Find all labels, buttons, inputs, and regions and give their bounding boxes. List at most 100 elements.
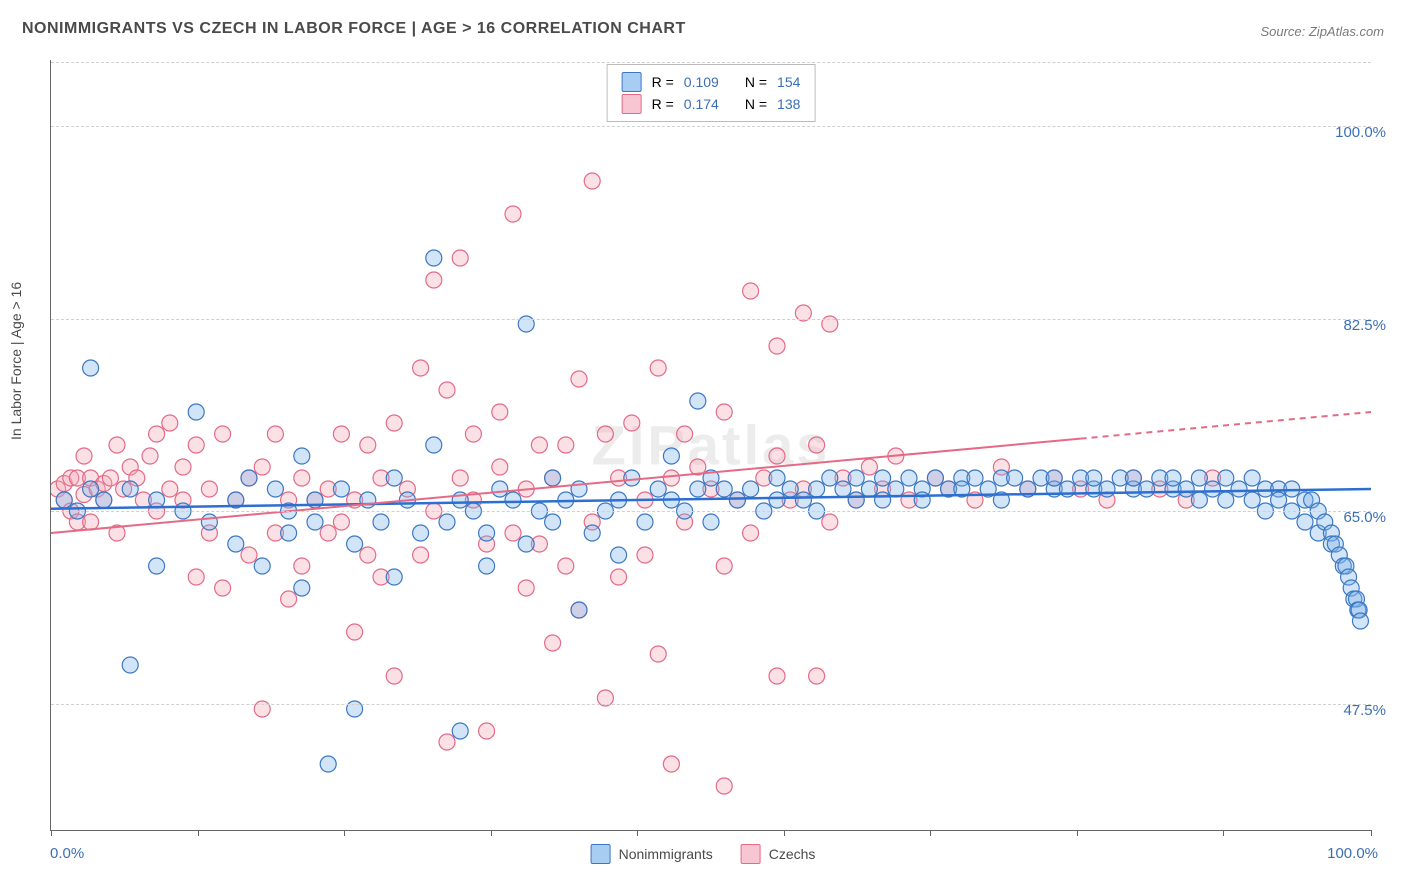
legend-swatch	[591, 844, 611, 864]
data-point	[716, 558, 732, 574]
data-point	[1046, 470, 1062, 486]
data-point	[584, 173, 600, 189]
data-point	[809, 481, 825, 497]
data-point	[782, 481, 798, 497]
data-point	[848, 492, 864, 508]
data-point	[142, 448, 158, 464]
data-point	[294, 470, 310, 486]
data-point	[83, 481, 99, 497]
data-point	[201, 481, 217, 497]
data-point	[571, 602, 587, 618]
y-tick-label: 100.0%	[1335, 124, 1386, 141]
data-point	[413, 525, 429, 541]
data-point	[162, 415, 178, 431]
data-point	[769, 668, 785, 684]
data-point	[439, 734, 455, 750]
data-point	[254, 459, 270, 475]
data-point	[215, 426, 231, 442]
x-tick	[51, 830, 52, 836]
data-point	[386, 569, 402, 585]
trend-line-dashed	[1081, 412, 1371, 439]
plot-area: ZIPatlas R =0.109N =154R =0.174N =138	[50, 60, 1371, 831]
data-point	[426, 250, 442, 266]
data-point	[492, 481, 508, 497]
legend-n-label: N =	[745, 93, 767, 115]
legend-swatch	[622, 94, 642, 114]
data-point	[716, 481, 732, 497]
chart-title: NONIMMIGRANTS VS CZECH IN LABOR FORCE | …	[22, 20, 686, 38]
data-point	[439, 514, 455, 530]
data-point	[769, 448, 785, 464]
data-point	[848, 470, 864, 486]
data-point	[479, 558, 495, 574]
legend-r-label: R =	[652, 71, 674, 93]
gridline	[51, 319, 1371, 320]
data-point	[558, 558, 574, 574]
x-axis-max-label: 100.0%	[1327, 845, 1378, 862]
gridline	[51, 62, 1371, 63]
x-tick	[491, 830, 492, 836]
data-point	[769, 470, 785, 486]
data-point	[518, 536, 534, 552]
data-point	[875, 492, 891, 508]
x-tick	[637, 830, 638, 836]
data-point	[360, 547, 376, 563]
data-point	[228, 536, 244, 552]
data-point	[1191, 492, 1207, 508]
data-point	[386, 415, 402, 431]
data-point	[452, 470, 468, 486]
data-point	[743, 481, 759, 497]
data-point	[967, 470, 983, 486]
y-tick-label: 82.5%	[1343, 317, 1386, 334]
data-point	[637, 547, 653, 563]
data-point	[809, 437, 825, 453]
legend-label: Czechs	[769, 846, 816, 862]
legend-n-label: N =	[745, 71, 767, 93]
x-tick	[1223, 830, 1224, 836]
data-point	[333, 426, 349, 442]
y-tick-label: 47.5%	[1343, 702, 1386, 719]
data-point	[452, 250, 468, 266]
data-point	[439, 382, 455, 398]
data-point	[650, 360, 666, 376]
data-point	[386, 470, 402, 486]
data-point	[76, 448, 92, 464]
data-point	[149, 492, 165, 508]
data-point	[558, 437, 574, 453]
data-point	[624, 415, 640, 431]
data-point	[690, 481, 706, 497]
data-point	[347, 624, 363, 640]
data-point	[1244, 470, 1260, 486]
data-point	[822, 470, 838, 486]
legend-r-value: 0.109	[684, 71, 719, 93]
data-point	[492, 404, 508, 420]
data-point	[822, 514, 838, 530]
data-point	[413, 360, 429, 376]
legend-item: Nonimmigrants	[591, 844, 713, 864]
gridline	[51, 704, 1371, 705]
data-point	[531, 437, 547, 453]
data-point	[122, 657, 138, 673]
data-point	[188, 437, 204, 453]
data-point	[743, 525, 759, 541]
legend-swatch	[741, 844, 761, 864]
data-point	[637, 514, 653, 530]
data-point	[294, 558, 310, 574]
data-point	[1218, 492, 1234, 508]
data-point	[83, 514, 99, 530]
data-point	[102, 470, 118, 486]
data-point	[1352, 613, 1368, 629]
data-point	[479, 723, 495, 739]
data-point	[188, 404, 204, 420]
data-point	[122, 481, 138, 497]
data-point	[650, 481, 666, 497]
gridline	[51, 126, 1371, 127]
data-point	[1139, 481, 1155, 497]
data-point	[175, 459, 191, 475]
x-tick	[1371, 830, 1372, 836]
data-point	[1244, 492, 1260, 508]
data-point	[888, 481, 904, 497]
data-point	[1231, 481, 1247, 497]
data-point	[281, 591, 297, 607]
data-point	[347, 536, 363, 552]
